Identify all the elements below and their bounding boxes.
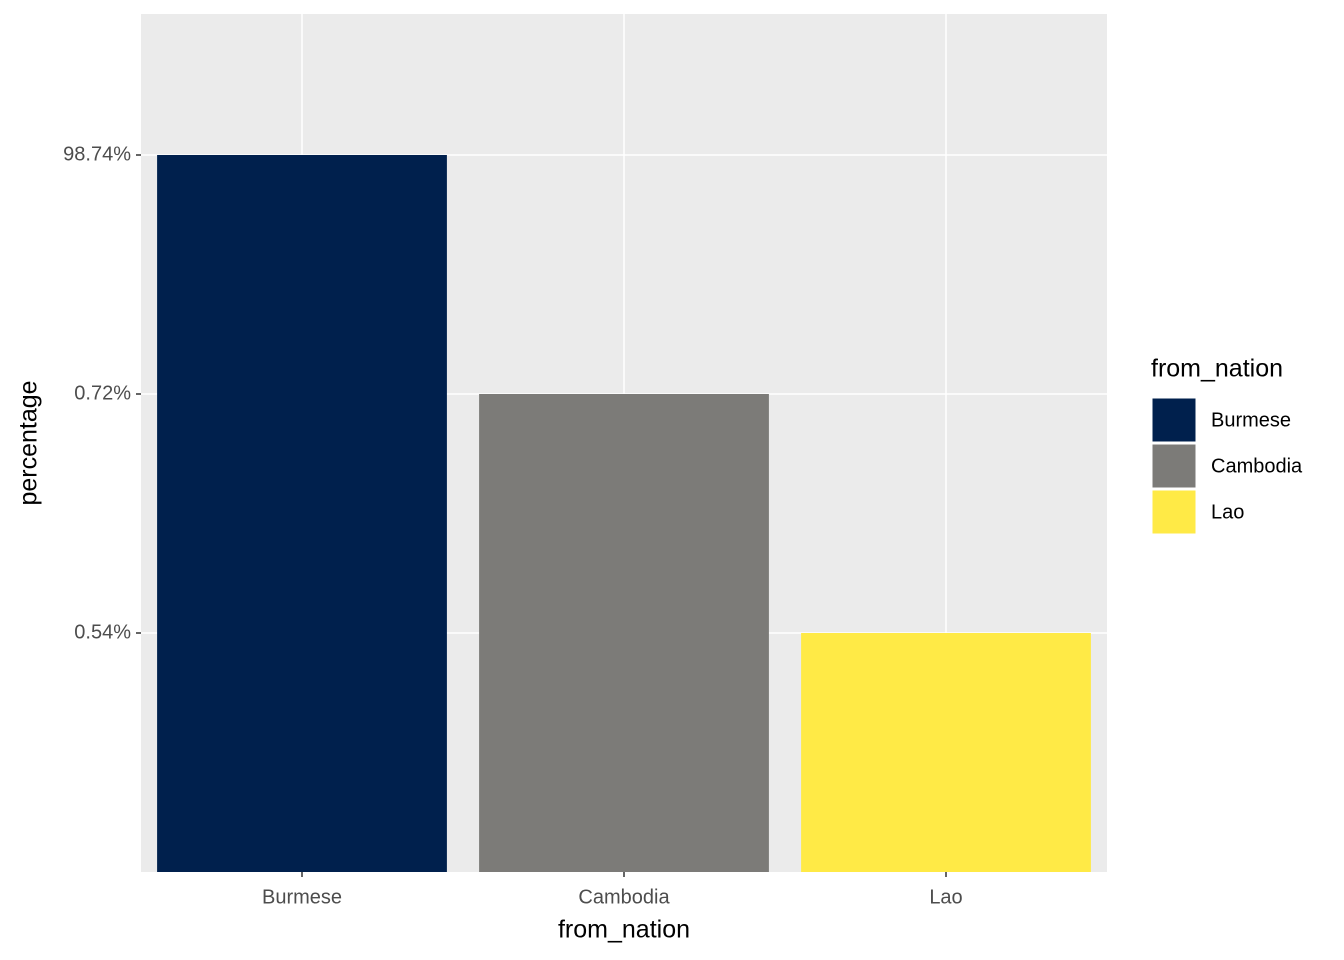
y-axis-title: percentage xyxy=(15,380,43,505)
legend-label: Lao xyxy=(1211,501,1244,523)
x-tick-label: Lao xyxy=(929,886,962,908)
legend-label: Burmese xyxy=(1211,409,1291,431)
legend-label: Cambodia xyxy=(1211,455,1303,477)
bar xyxy=(157,155,447,872)
legend-swatch xyxy=(1151,397,1197,443)
x-axis-title: from_nation xyxy=(558,916,690,944)
y-tick-label: 0.54% xyxy=(74,621,131,643)
bar xyxy=(801,633,1091,872)
legend-swatch xyxy=(1151,443,1197,489)
y-tick-label: 0.72% xyxy=(74,382,131,404)
legend-title: from_nation xyxy=(1151,355,1283,383)
x-tick-label: Burmese xyxy=(262,886,342,908)
legend-swatch xyxy=(1151,489,1197,535)
x-tick-label: Cambodia xyxy=(578,886,670,908)
bar xyxy=(479,394,769,872)
y-tick-label: 98.74% xyxy=(63,143,131,165)
